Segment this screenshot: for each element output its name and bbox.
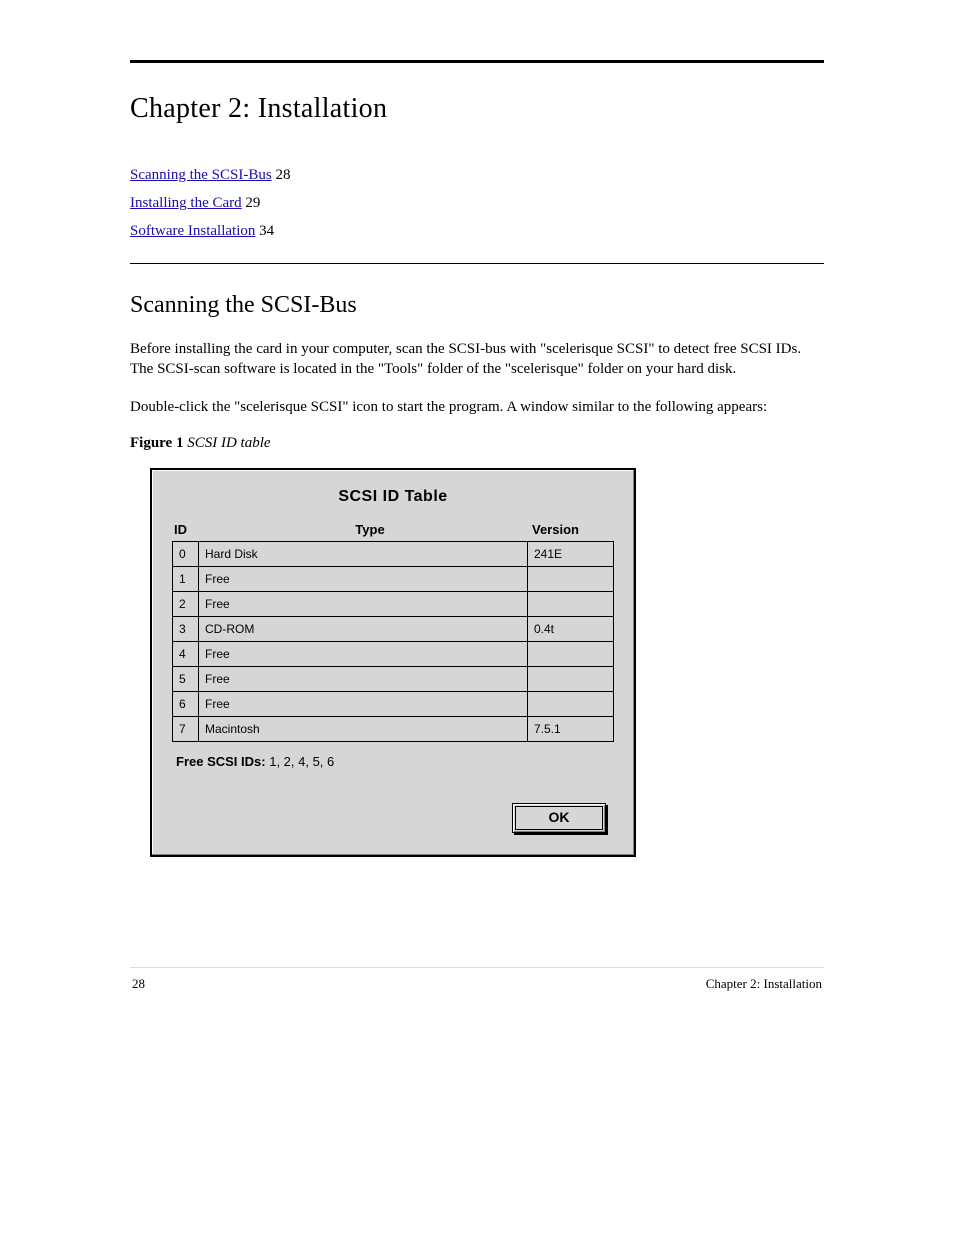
paragraph: Before installing the card in your compu… bbox=[130, 339, 824, 379]
toc-entry: Installing the Card 29 bbox=[130, 189, 824, 217]
cell-id: 4 bbox=[173, 642, 199, 667]
cell-version bbox=[528, 642, 614, 667]
toc-link-software[interactable]: Software Installation bbox=[130, 223, 255, 239]
scsi-dialog-figure: SCSI ID Table ID Type Version 0Hard Disk… bbox=[150, 468, 824, 857]
figure-caption-text: SCSI ID table bbox=[187, 435, 270, 451]
section-title: Scanning the SCSI-Bus bbox=[130, 292, 824, 319]
header-version: Version bbox=[532, 522, 612, 537]
cell-version: 7.5.1 bbox=[528, 717, 614, 742]
page-footer: 28 Chapter 2: Installation bbox=[130, 976, 824, 992]
cell-id: 6 bbox=[173, 692, 199, 717]
table-headers: ID Type Version bbox=[172, 522, 614, 541]
footer-page-number: 28 bbox=[132, 976, 145, 992]
cell-id: 0 bbox=[173, 542, 199, 567]
ok-button[interactable]: OK bbox=[512, 803, 606, 833]
table-of-contents: Scanning the SCSI-Bus 28 Installing the … bbox=[130, 161, 824, 245]
footer-chapter-label: Chapter 2: Installation bbox=[706, 976, 822, 992]
cell-id: 3 bbox=[173, 617, 199, 642]
cell-version bbox=[528, 692, 614, 717]
toc-page: 29 bbox=[245, 195, 260, 211]
cell-id: 2 bbox=[173, 592, 199, 617]
table-row: 7Macintosh7.5.1 bbox=[173, 717, 614, 742]
cell-version bbox=[528, 592, 614, 617]
cell-version: 241E bbox=[528, 542, 614, 567]
cell-type: Free bbox=[199, 567, 528, 592]
cell-type: Hard Disk bbox=[199, 542, 528, 567]
toc-entry: Software Installation 34 bbox=[130, 217, 824, 245]
toc-entry: Scanning the SCSI-Bus 28 bbox=[130, 161, 824, 189]
cell-id: 7 bbox=[173, 717, 199, 742]
header-id: ID bbox=[174, 522, 208, 537]
cell-type: Free bbox=[199, 592, 528, 617]
cell-version bbox=[528, 667, 614, 692]
figure-label: Figure 1 bbox=[130, 435, 183, 451]
toc-link-installing[interactable]: Installing the Card bbox=[130, 195, 242, 211]
cell-type: Macintosh bbox=[199, 717, 528, 742]
figure-caption: Figure 1 SCSI ID table bbox=[130, 435, 824, 452]
toc-rule bbox=[130, 263, 824, 264]
toc-page: 34 bbox=[259, 223, 274, 239]
cell-id: 1 bbox=[173, 567, 199, 592]
free-ids-label: Free SCSI IDs: bbox=[176, 754, 266, 769]
dialog-title: SCSI ID Table bbox=[172, 488, 614, 506]
table-row: 6Free bbox=[173, 692, 614, 717]
scsi-dialog: SCSI ID Table ID Type Version 0Hard Disk… bbox=[150, 468, 636, 857]
footer-rule bbox=[130, 967, 824, 968]
free-ids-line: Free SCSI IDs: 1, 2, 4, 5, 6 bbox=[176, 754, 614, 769]
top-rule bbox=[130, 60, 824, 63]
chapter-title: Chapter 2: Installation bbox=[130, 93, 824, 125]
table-row: 5Free bbox=[173, 667, 614, 692]
paragraph: Double-click the "scelerisque SCSI" icon… bbox=[130, 397, 824, 417]
table-row: 3CD-ROM0.4t bbox=[173, 617, 614, 642]
cell-type: Free bbox=[199, 667, 528, 692]
header-type: Type bbox=[208, 522, 532, 537]
cell-type: CD-ROM bbox=[199, 617, 528, 642]
table-row: 4Free bbox=[173, 642, 614, 667]
toc-page: 28 bbox=[275, 167, 290, 183]
table-row: 0Hard Disk241E bbox=[173, 542, 614, 567]
cell-version bbox=[528, 567, 614, 592]
table-row: 2Free bbox=[173, 592, 614, 617]
cell-type: Free bbox=[199, 692, 528, 717]
scsi-table: 0Hard Disk241E1Free2Free3CD-ROM0.4t4Free… bbox=[172, 541, 614, 742]
table-row: 1Free bbox=[173, 567, 614, 592]
cell-version: 0.4t bbox=[528, 617, 614, 642]
cell-id: 5 bbox=[173, 667, 199, 692]
free-ids-value-text: 1, 2, 4, 5, 6 bbox=[269, 754, 334, 769]
cell-type: Free bbox=[199, 642, 528, 667]
toc-link-scanning[interactable]: Scanning the SCSI-Bus bbox=[130, 167, 272, 183]
